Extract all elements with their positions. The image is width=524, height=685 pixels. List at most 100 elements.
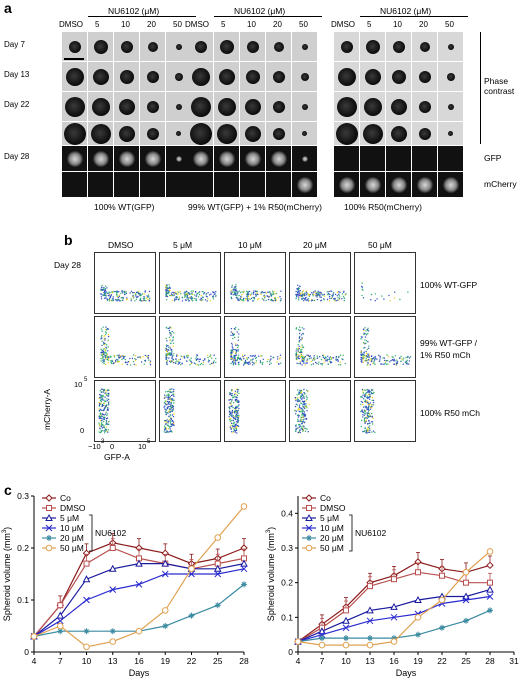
flow-event	[238, 407, 240, 410]
flow-event	[100, 348, 102, 350]
flow-event	[101, 403, 104, 406]
flow-event	[122, 297, 124, 299]
micrograph-cell	[240, 172, 265, 197]
flow-event	[232, 394, 234, 397]
flow-event	[369, 396, 371, 398]
flow-event	[209, 300, 212, 302]
flow-event	[108, 294, 110, 296]
flow-event	[105, 411, 107, 413]
flow-event	[269, 293, 272, 295]
flow-event	[234, 426, 236, 428]
flow-event	[301, 327, 303, 329]
flow-event	[197, 296, 200, 298]
flow-event	[231, 350, 233, 352]
flow-event	[165, 337, 167, 340]
flow-event	[254, 354, 256, 357]
flow-event	[401, 358, 403, 360]
flow-event	[295, 290, 297, 293]
flow-event	[108, 356, 110, 358]
column-header-10: 10	[393, 20, 402, 29]
flow-event	[329, 293, 331, 296]
flow-event	[344, 362, 346, 365]
spheroid	[364, 68, 381, 85]
flow-event	[101, 422, 103, 424]
flow-event	[367, 389, 369, 391]
flow-event	[172, 337, 174, 339]
flow-event	[316, 357, 318, 359]
flow-event	[237, 414, 239, 417]
flow-event	[238, 404, 240, 406]
flow-event	[172, 355, 174, 357]
flow-event	[169, 342, 172, 345]
spheroid	[391, 69, 406, 84]
flow-event	[170, 430, 172, 432]
data-point	[46, 505, 52, 511]
flow-event	[141, 300, 143, 302]
flow-event	[367, 428, 369, 431]
flow-event	[107, 333, 110, 336]
flow-event	[184, 293, 186, 296]
flow-event	[319, 291, 321, 293]
flow-event	[237, 336, 239, 338]
flow-event	[362, 403, 364, 406]
flow-event	[144, 291, 146, 293]
micrograph-cell	[140, 122, 165, 145]
y-tick-label: 0.2	[17, 543, 29, 553]
flow-event	[124, 293, 126, 296]
flow-event	[167, 424, 169, 426]
flow-event	[296, 362, 298, 364]
micrograph-cell	[360, 62, 385, 91]
x-axis-label: Days	[396, 668, 417, 678]
flow-event	[304, 413, 306, 415]
flow-event	[249, 363, 251, 365]
spheroid	[390, 98, 407, 115]
flow-event	[166, 407, 169, 410]
y-tick-label: 0.3	[281, 543, 293, 553]
flow-event	[117, 361, 119, 363]
micrograph-cell	[360, 122, 385, 145]
flow-event	[184, 299, 187, 301]
flow-event	[210, 362, 213, 365]
spheroid	[273, 41, 284, 52]
flow-event	[107, 431, 109, 433]
flow-event	[201, 290, 203, 293]
flow-event	[231, 419, 233, 422]
flow-event	[240, 295, 242, 298]
data-point	[462, 568, 470, 576]
flow-event	[338, 291, 340, 293]
y-tick-label: 0.2	[281, 578, 293, 588]
flow-event	[134, 292, 137, 295]
flow-event	[235, 426, 238, 428]
flow-event	[167, 349, 169, 351]
flow-event	[381, 295, 383, 297]
flow-event	[269, 361, 271, 363]
flow-event	[372, 417, 374, 419]
flow-event	[371, 431, 373, 433]
flow-event	[295, 328, 297, 330]
flow-row-label-mix-2: 1% R50 mCh	[420, 350, 471, 360]
fluorescence-spot	[338, 176, 355, 193]
flow-event	[234, 392, 236, 394]
flow-event	[103, 353, 105, 356]
flow-event	[337, 299, 339, 301]
flow-event	[299, 425, 301, 427]
flow-event	[232, 337, 234, 340]
flow-event	[400, 360, 402, 362]
flow-event	[105, 420, 108, 422]
flow-event	[231, 411, 233, 413]
flow-event	[103, 290, 106, 293]
flow-event	[306, 396, 308, 399]
flow-event	[116, 295, 119, 298]
flow-event	[172, 406, 174, 409]
data-point	[213, 564, 222, 572]
data-point	[161, 607, 169, 614]
flow-event	[262, 358, 264, 360]
flow-event	[333, 297, 335, 300]
flow-event	[403, 357, 405, 359]
flow-event	[278, 363, 280, 365]
flow-event	[236, 432, 238, 434]
flow-event	[298, 348, 300, 350]
flow-event	[368, 392, 370, 394]
flow-event	[240, 298, 242, 301]
flow-event	[170, 400, 172, 402]
